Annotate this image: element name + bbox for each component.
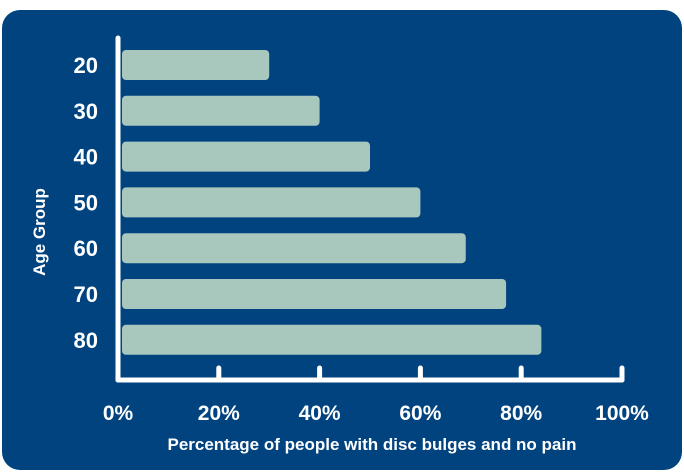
x-tick-label-60: 60% xyxy=(399,402,441,425)
bar-age-20 xyxy=(122,50,270,80)
x-tick-label-100: 100% xyxy=(595,402,649,425)
labels-layer: 20 30 40 50 60 70 80 0% 20% 40% 60% 80% 100% xyxy=(74,53,650,425)
bar-age-80 xyxy=(122,324,542,355)
bar-age-50 xyxy=(122,187,421,218)
category-label-30: 30 xyxy=(74,99,98,124)
bar-age-60 xyxy=(122,233,466,264)
x-tick-label-0: 0% xyxy=(103,402,134,425)
x-tick-label-40: 40% xyxy=(299,402,341,425)
category-label-40: 40 xyxy=(74,145,98,170)
y-axis-title: Age Group xyxy=(30,188,49,276)
category-label-70: 70 xyxy=(74,282,98,307)
bar-age-30 xyxy=(122,95,320,126)
category-label-20: 20 xyxy=(74,53,98,78)
category-label-50: 50 xyxy=(74,190,98,215)
bar-age-70 xyxy=(122,279,507,309)
x-axis-title: Percentage of people with disc bulges an… xyxy=(167,435,576,454)
category-label-60: 60 xyxy=(74,236,98,261)
x-tick-label-20: 20% xyxy=(198,402,240,425)
x-tick-label-80: 80% xyxy=(500,402,542,425)
bars-layer xyxy=(122,50,542,355)
axes-layer xyxy=(115,35,625,383)
category-label-80: 80 xyxy=(74,328,98,353)
bar-age-40 xyxy=(122,141,370,172)
